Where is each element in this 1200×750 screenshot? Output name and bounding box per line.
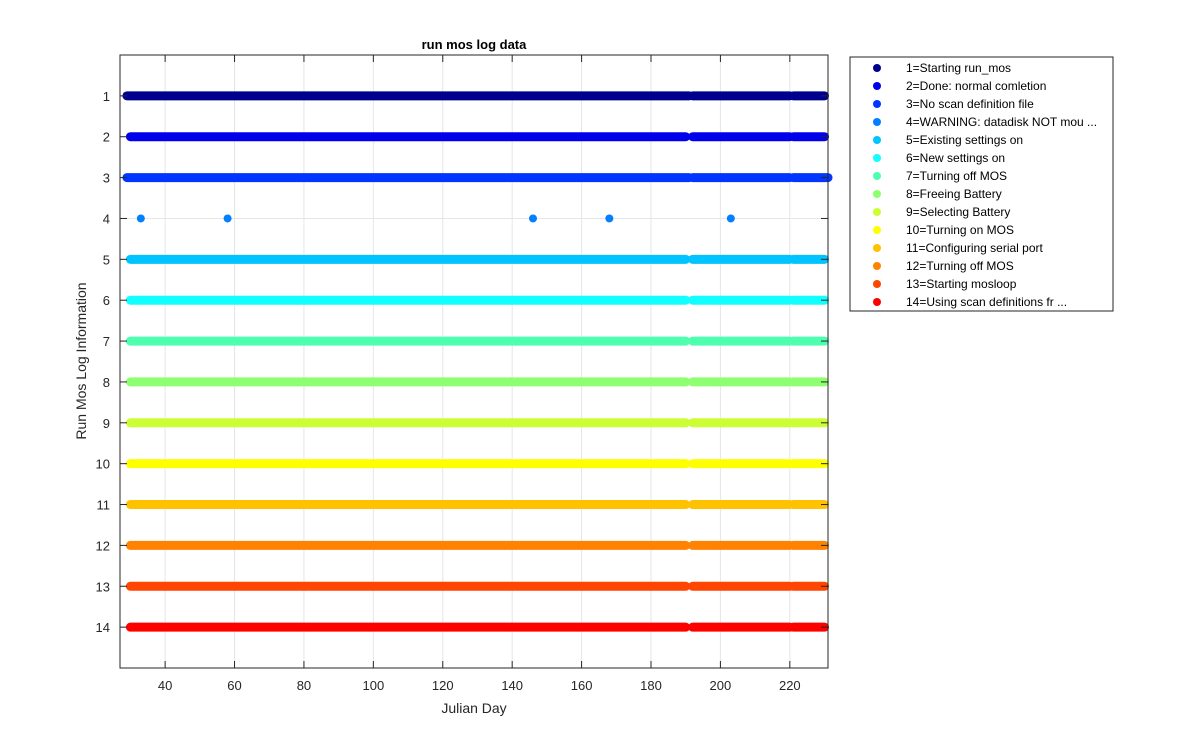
legend: 1=Starting run_mos 2=Done: normal comleti… <box>849 56 1114 312</box>
x-tick-label: 140 <box>501 678 523 693</box>
y-tick-label: 3 <box>103 171 110 186</box>
legend-entry: 13=Starting mosloop <box>906 277 1017 291</box>
y-tick-label: 14 <box>96 620 110 635</box>
legend-entry: 12=Turning off MOS <box>906 259 1014 273</box>
y-tick-label: 8 <box>103 375 110 390</box>
series-4-point <box>529 214 537 223</box>
legend-entry: 9=Selecting Battery <box>906 205 1010 219</box>
legend-entry: 10=Turning on MOS <box>906 223 1014 237</box>
legend-entry: 4=WARNING: datadisk NOT mou ... <box>906 115 1097 129</box>
legend-entry: 6=New settings on <box>906 151 1005 165</box>
y-tick-label: 12 <box>96 538 110 553</box>
y-tick-label: 4 <box>103 211 110 226</box>
legend-entry: 7=Turning off MOS <box>906 169 1007 183</box>
data-marks <box>122 91 833 632</box>
y-tick-label: 7 <box>103 334 110 349</box>
x-tick-label: 160 <box>571 678 593 693</box>
y-tick-label: 10 <box>96 457 110 472</box>
legend-entry: 8=Freeing Battery <box>906 187 1002 201</box>
legend-marker <box>873 208 881 216</box>
legend-entry: 1=Starting run_mos <box>906 61 1011 75</box>
y-axis-label: Run Mos Log Information <box>73 282 89 439</box>
x-tick-label: 120 <box>432 678 454 693</box>
x-axis-label: Julian Day <box>441 700 506 716</box>
y-tick-label: 6 <box>103 293 110 308</box>
x-tick-label: 180 <box>640 678 662 693</box>
y-tick-label: 5 <box>103 252 110 267</box>
legend-marker <box>873 172 881 180</box>
series-4-point <box>136 214 145 223</box>
y-tick-label: 9 <box>103 416 110 431</box>
legend-marker <box>873 244 881 252</box>
legend-marker <box>873 280 881 288</box>
legend-marker <box>873 100 881 108</box>
legend-box <box>849 56 1114 312</box>
x-tick-label: 100 <box>363 678 385 693</box>
x-axis: 40 60 80 100 120 140 160 180 200 220 <box>158 55 801 693</box>
y-tick-label: 1 <box>103 89 110 104</box>
y-tick-label: 13 <box>96 579 110 594</box>
x-tick-label: 200 <box>710 678 732 693</box>
x-tick-label: 40 <box>158 678 172 693</box>
series-4-point <box>223 214 232 223</box>
legend-marker <box>873 64 881 72</box>
legend-marker <box>873 136 881 144</box>
series-4-point <box>726 214 735 223</box>
y-tick-label: 2 <box>103 130 110 145</box>
x-tick-label: 60 <box>227 678 241 693</box>
plot-frame <box>119 54 829 669</box>
legend-marker <box>873 262 881 270</box>
legend-entry: 11=Configuring serial port <box>906 241 1044 255</box>
y-tick-label: 11 <box>97 498 111 513</box>
plot-area <box>120 55 828 668</box>
legend-marker <box>873 190 881 198</box>
x-tick-label: 80 <box>297 678 311 693</box>
legend-marker <box>873 82 881 90</box>
legend-entry: 5=Existing settings on <box>906 133 1023 147</box>
legend-marker <box>873 298 881 306</box>
legend-marker <box>873 118 881 126</box>
legend-entry: 14=Using scan definitions fr ... <box>906 295 1067 309</box>
series-4-point <box>605 214 614 223</box>
chart-title: run mos log data <box>422 37 528 52</box>
legend-entry: 2=Done: normal comletion <box>906 79 1046 93</box>
legend-marker <box>873 154 881 162</box>
legend-entry: 3=No scan definition file <box>906 97 1034 111</box>
x-tick-label: 220 <box>779 678 801 693</box>
legend-marker <box>873 226 881 234</box>
